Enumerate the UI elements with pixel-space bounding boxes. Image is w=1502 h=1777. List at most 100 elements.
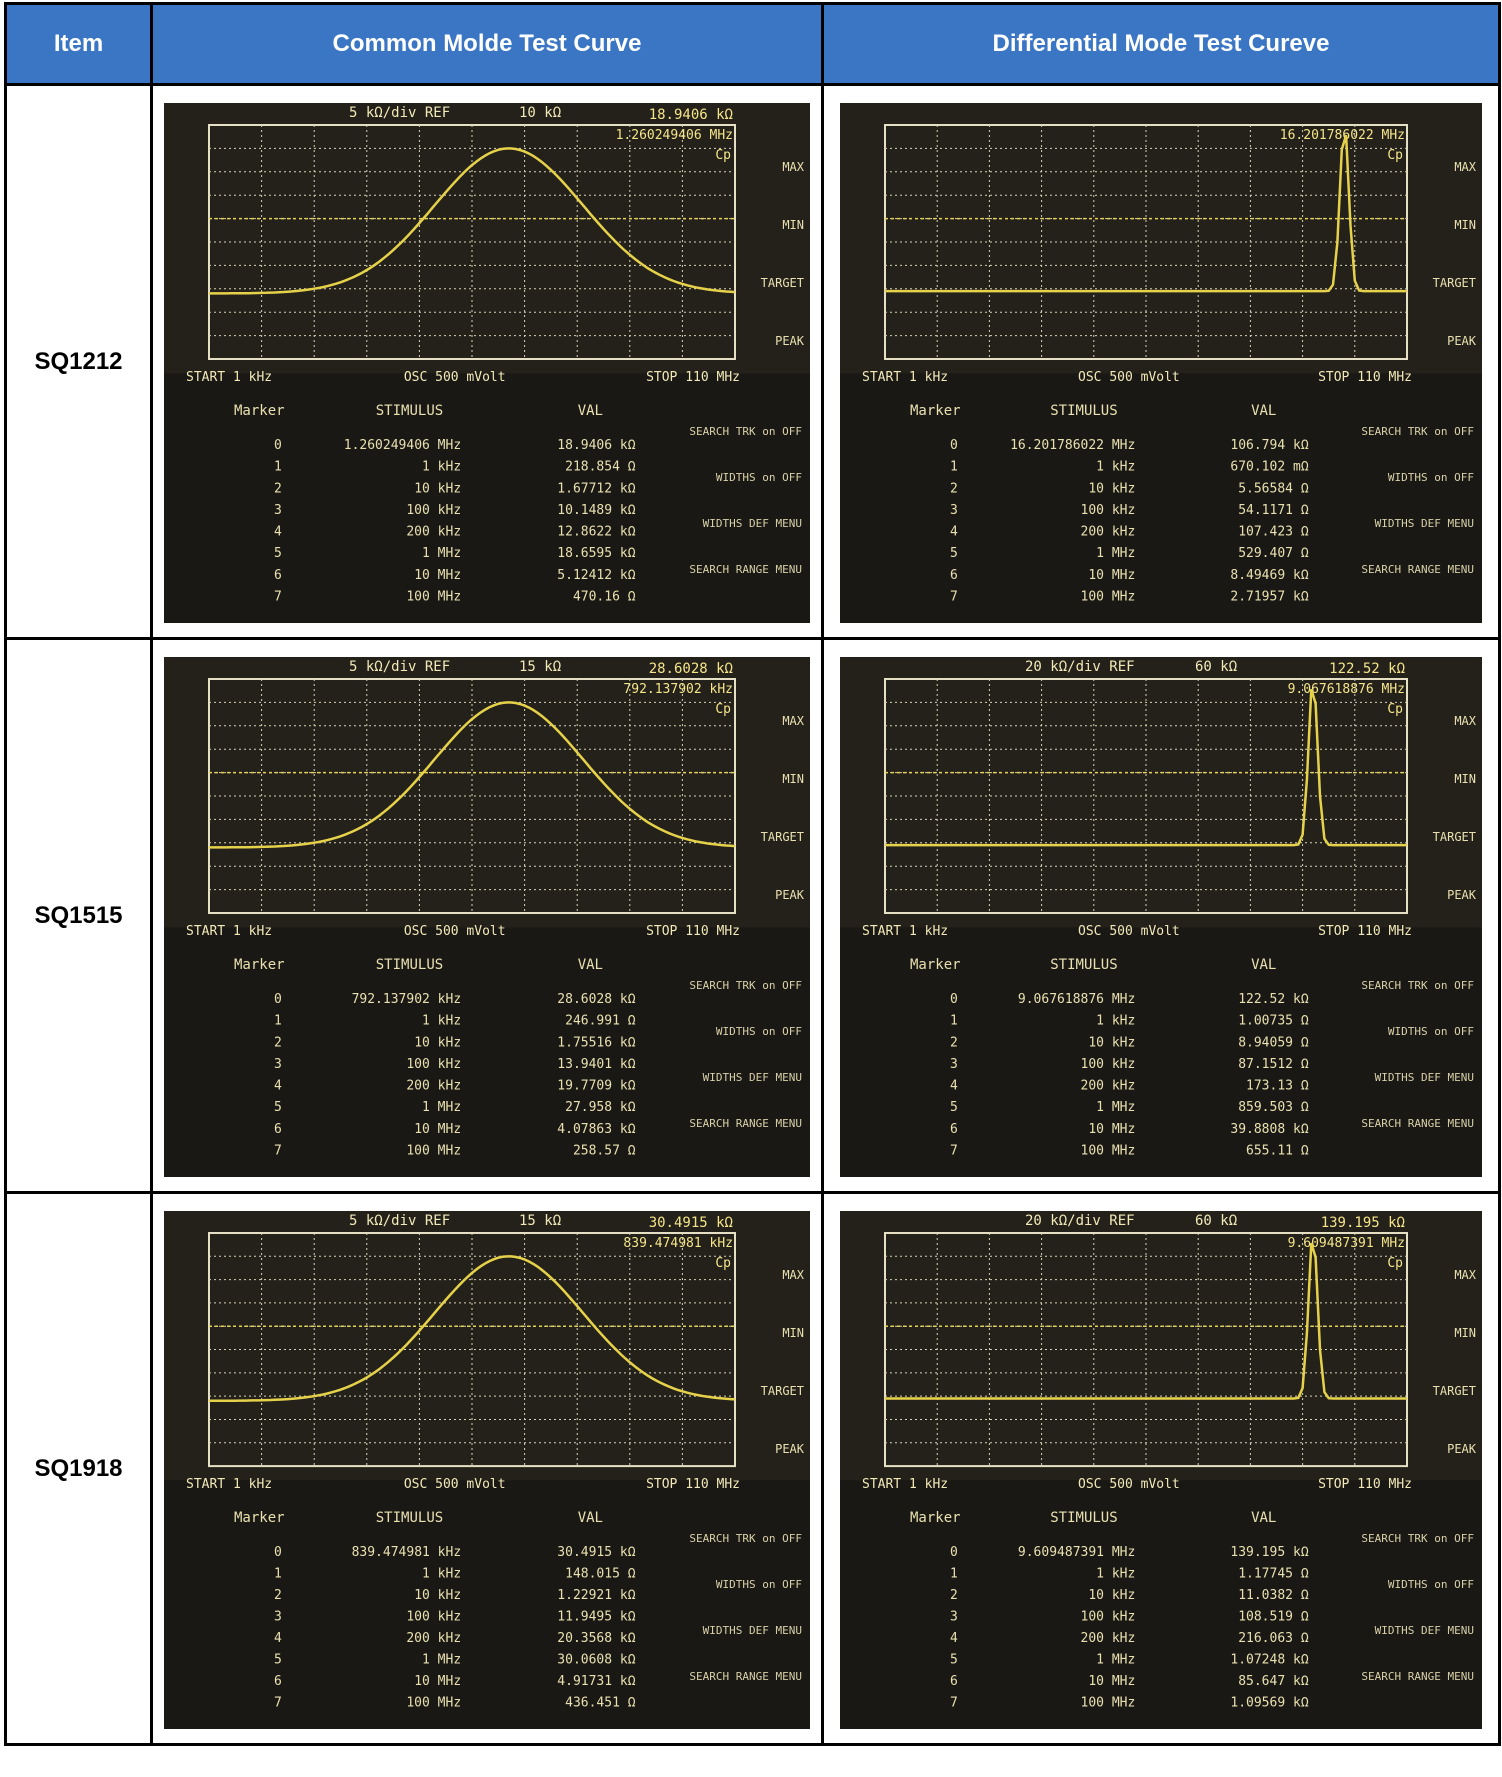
common-mode-photo: 5 kΩ/div REF 15 kΩ 28.6028 kΩ 792.137902 kH… [164, 656, 810, 1177]
marker-index: 5 [950, 546, 958, 561]
marker-stimulus: 10 MHz [414, 1121, 461, 1136]
marker-value: 1.75516 kΩ [557, 1035, 635, 1050]
item-label: SQ1918 [4, 1191, 153, 1746]
marker-stimulus: 1 kHz [1096, 1566, 1135, 1581]
softkey-label: MAX [1454, 1268, 1476, 1282]
marker-value: 173.13 Ω [1246, 1078, 1309, 1093]
softkey-label: PEAK [1447, 888, 1477, 902]
ref-label: 15 kΩ [519, 1213, 561, 1229]
softkey-label: MAX [782, 1268, 804, 1282]
scale-label: 20 kΩ/div REF [1025, 1213, 1135, 1229]
marker-stimulus: 100 MHz [406, 1695, 461, 1710]
marker-value: 11.9495 kΩ [557, 1609, 635, 1624]
stop-frequency: STOP 110 MHz [1318, 924, 1412, 939]
scale-label: 20 kΩ/div REF [1025, 659, 1135, 675]
table-row: SQ1515 5 kΩ/div REF 15 kΩ 28.6028 kΩ 792.137… [4, 637, 1501, 1194]
marker-header: Marker [910, 957, 961, 973]
marker-stimulus: 10 kHz [1088, 481, 1135, 496]
top-value: 139.195 kΩ [1321, 1215, 1405, 1231]
marker-index: 2 [950, 1035, 958, 1050]
marker-value: 122.52 kΩ [1238, 992, 1309, 1007]
marker-frequency: 9.609487391 MHz [1288, 1236, 1405, 1251]
marker-stimulus: 10 MHz [1088, 567, 1135, 582]
menu-label: WIDTHS DEF MENU [703, 1624, 802, 1637]
marker-stimulus: 10 MHz [414, 567, 461, 582]
menu-label: SEARCH RANGE MENU [1361, 1117, 1474, 1130]
marker-stimulus: 100 kHz [1081, 1056, 1136, 1071]
marker-index: 7 [950, 1695, 958, 1710]
marker-value: 1.17745 Ω [1238, 1566, 1309, 1581]
analyzer-screen: 5 kΩ/div REF 15 kΩ 28.6028 kΩ 792.137902 kH… [164, 656, 810, 1177]
menu-label: WIDTHS DEF MENU [1375, 1071, 1474, 1084]
ref-label: 60 kΩ [1195, 1213, 1237, 1229]
val-header: VAL [578, 957, 603, 973]
marker-index: 0 [274, 992, 282, 1007]
marker-value: 8.94059 Ω [1238, 1035, 1309, 1050]
top-value: 18.9406 kΩ [649, 107, 733, 123]
val-header: VAL [578, 403, 603, 419]
marker-value: 19.7709 kΩ [557, 1078, 635, 1093]
menu-label: SEARCH RANGE MENU [1361, 563, 1474, 576]
marker-stimulus: 10 MHz [414, 1674, 461, 1689]
marker-stimulus: 100 MHz [406, 1143, 461, 1158]
marker-frequency: 792.137902 kHz [623, 682, 733, 697]
menu-label: WIDTHS on OFF [1388, 1578, 1474, 1591]
marker-value: 218.854 Ω [565, 459, 636, 474]
impedance-trace [885, 134, 1407, 292]
marker-value: 10.1489 kΩ [557, 502, 635, 517]
marker-index: 3 [950, 502, 958, 517]
stimulus-header: STIMULUS [1050, 957, 1117, 973]
softkey-label: MIN [1454, 218, 1476, 232]
menu-label: WIDTHS DEF MENU [1375, 1624, 1474, 1637]
marker-index: 3 [950, 1056, 958, 1071]
differential-mode-photo: 20 kΩ/div REF 60 kΩ 139.195 kΩ 9.609487391 … [840, 1210, 1482, 1729]
test-curve-table: Item Common Molde Test Curve Differentia… [4, 2, 1501, 1746]
ref-label: 15 kΩ [519, 659, 561, 675]
menu-label: SEARCH RANGE MENU [1361, 1670, 1474, 1683]
top-value: 30.4915 kΩ [649, 1215, 733, 1231]
start-frequency: START 1 kHz [862, 370, 948, 385]
marker-index: 6 [950, 1121, 958, 1136]
marker-value: 5.56584 Ω [1238, 481, 1309, 496]
softkey-label: PEAK [1447, 1442, 1477, 1456]
marker-frequency: 9.067618876 MHz [1288, 682, 1405, 697]
marker-value: 2.71957 kΩ [1230, 589, 1308, 604]
marker-stimulus: 1 kHz [422, 1566, 461, 1581]
marker-index: 2 [950, 481, 958, 496]
stop-frequency: STOP 110 MHz [646, 370, 740, 385]
softkey-label: TARGET [1433, 830, 1476, 844]
val-header: VAL [1251, 1510, 1276, 1526]
start-frequency: START 1 kHz [186, 1477, 272, 1492]
marker-stimulus: 1 MHz [1096, 1652, 1135, 1667]
marker-frequency: 1.260249406 MHz [616, 128, 733, 143]
scale-label: 5 kΩ/div REF [349, 1213, 450, 1229]
marker-index: 1 [274, 1013, 282, 1028]
marker-index: 7 [274, 1695, 282, 1710]
analyzer-screen: 20 kΩ/div REF 60 kΩ 122.52 kΩ 9.067618876 M… [840, 656, 1482, 1177]
ref-label: 10 kΩ [519, 105, 561, 121]
item-label: SQ1212 [4, 83, 153, 640]
marker-value: 655.11 Ω [1246, 1143, 1309, 1158]
marker-value: 27.958 kΩ [565, 1100, 636, 1115]
marker-value: 216.063 Ω [1238, 1631, 1309, 1646]
analyzer-screen: 5 kΩ/div REF 15 kΩ 30.4915 kΩ 839.474981 kH… [164, 1210, 810, 1729]
param-label: Cp [715, 148, 731, 163]
softkey-label: PEAK [775, 1442, 805, 1456]
marker-value: 246.991 Ω [565, 1013, 636, 1028]
marker-index: 5 [274, 546, 282, 561]
common-mode-photo: 5 kΩ/div REF 15 kΩ 30.4915 kΩ 839.474981 kH… [164, 1210, 810, 1729]
menu-label: SEARCH RANGE MENU [689, 563, 802, 576]
stop-frequency: STOP 110 MHz [646, 924, 740, 939]
param-label: Cp [1387, 702, 1403, 717]
menu-label: SEARCH TRK on OFF [689, 1532, 802, 1545]
marker-index: 0 [950, 992, 958, 1007]
marker-stimulus: 1 MHz [1096, 1100, 1135, 1115]
softkey-label: MIN [782, 218, 804, 232]
marker-stimulus: 100 MHz [406, 589, 461, 604]
marker-stimulus: 9.067618876 MHz [1018, 992, 1135, 1007]
top-value: 28.6028 kΩ [649, 661, 733, 677]
marker-stimulus: 16.201786022 MHz [1010, 438, 1135, 453]
softkey-label: MAX [782, 714, 804, 728]
differential-mode-photo: 20 kΩ/div REF 60 kΩ 122.52 kΩ 9.067618876 M… [840, 656, 1482, 1177]
menu-label: SEARCH RANGE MENU [689, 1670, 802, 1683]
